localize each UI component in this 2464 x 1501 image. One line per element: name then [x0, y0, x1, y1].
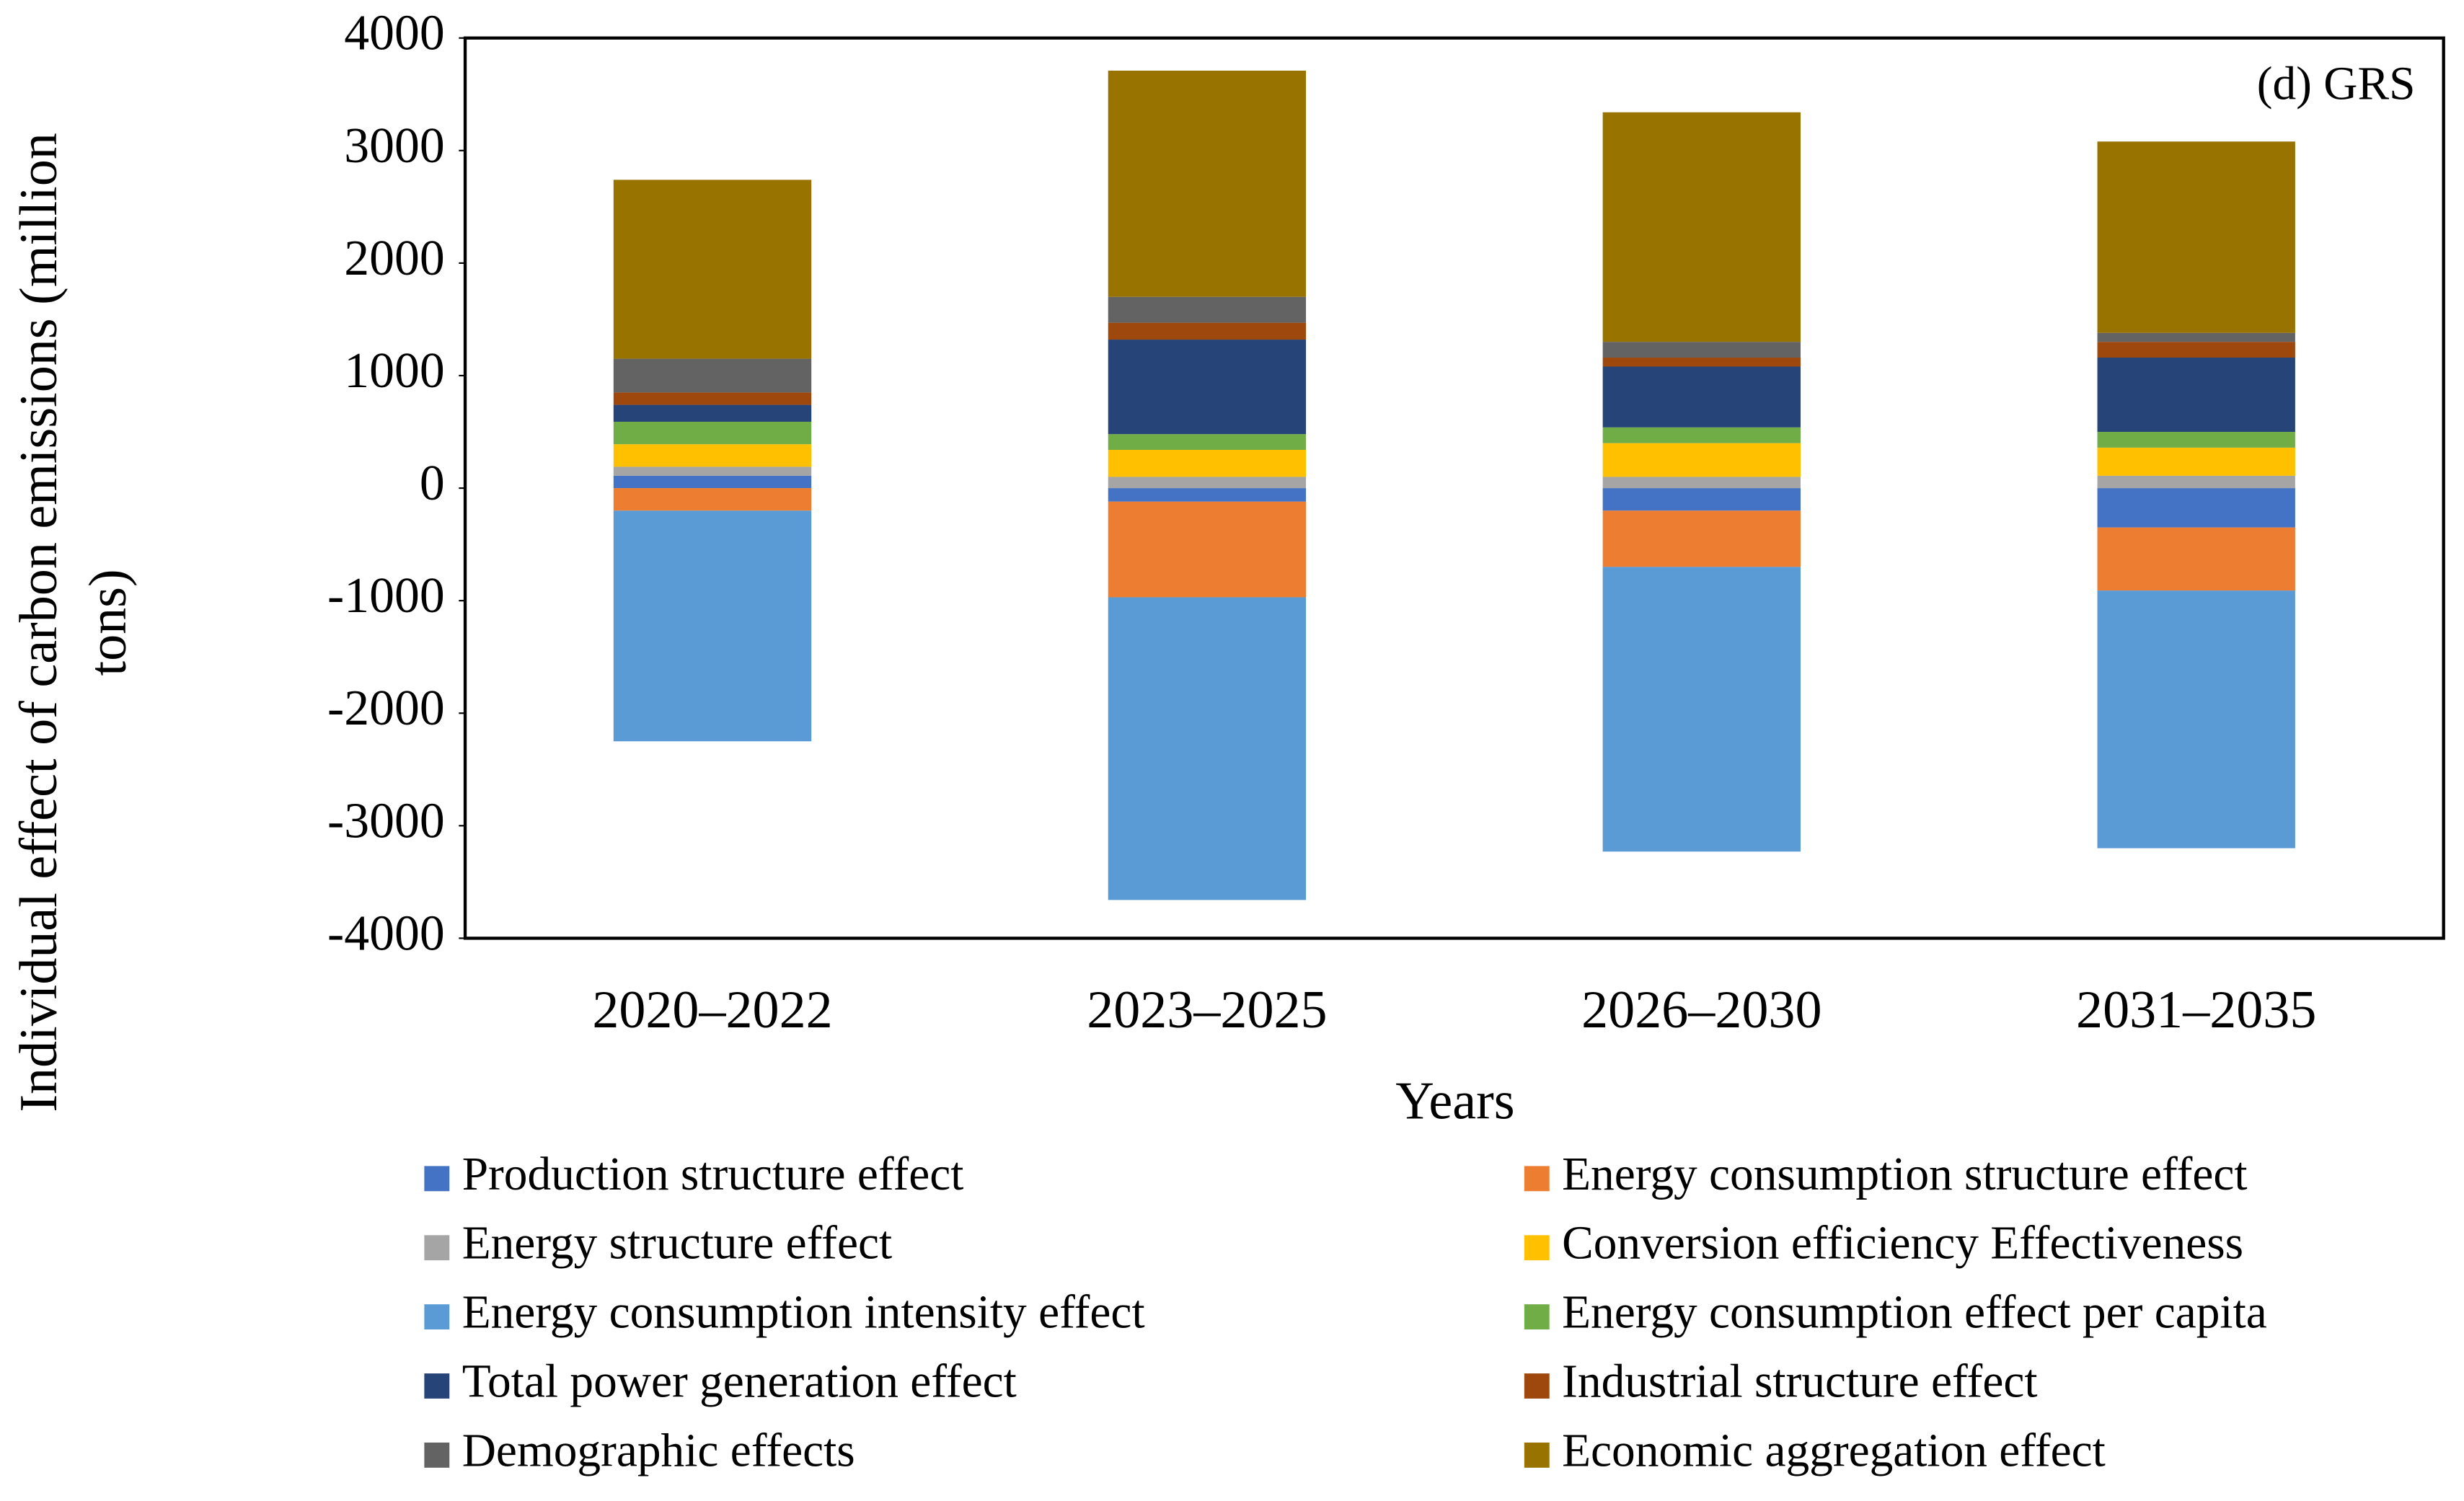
bar-segment: [1108, 501, 1307, 598]
bar-segment: [1602, 358, 1801, 367]
bar-segment: [2097, 527, 2295, 591]
bar-segment: [613, 444, 812, 467]
legend-swatch: [424, 1304, 450, 1330]
legend-swatch: [424, 1166, 450, 1192]
bar-segment: [2097, 590, 2295, 849]
y-tick-label: 4000: [344, 6, 444, 61]
legend-label: Energy structure effect: [462, 1218, 892, 1270]
legend-swatch: [1524, 1304, 1550, 1330]
bar-segment: [1602, 427, 1801, 443]
bar-segment: [1108, 296, 1307, 323]
bar-segment: [613, 392, 812, 405]
legend-label: Total power generation effect: [462, 1355, 1017, 1407]
x-tick-label: 2026–2030: [1581, 980, 1821, 1040]
bar-segment: [1108, 340, 1307, 435]
bar-segment: [613, 475, 812, 489]
bar-segment: [1108, 70, 1307, 297]
x-tick-label: 2031–2035: [2076, 980, 2316, 1040]
legend-swatch: [1524, 1235, 1550, 1261]
legend-label: Energy consumption structure effect: [1562, 1148, 2247, 1200]
legend-label: Economic aggregation effect: [1562, 1425, 2106, 1476]
legend-swatch: [424, 1235, 450, 1261]
legend-label: Energy consumption intensity effect: [462, 1287, 1145, 1339]
bar-segment: [1108, 488, 1307, 502]
x-tick-label: 2020–2022: [592, 980, 832, 1040]
y-tick-label: 0: [420, 456, 445, 511]
bar-segment: [1602, 567, 1801, 852]
bar-segment: [613, 510, 812, 742]
y-tick-label: 2000: [344, 231, 444, 286]
legend-swatch: [424, 1442, 450, 1468]
bar-segment: [1602, 342, 1801, 358]
legend-swatch: [1524, 1442, 1550, 1468]
annotation: (d) GRS: [2257, 58, 2416, 110]
bar-segment: [1602, 443, 1801, 477]
y-tick-label: 3000: [344, 118, 444, 174]
legend-swatch: [1524, 1373, 1550, 1399]
legend-label: Production structure effect: [462, 1148, 964, 1200]
bar-segment: [2097, 342, 2295, 358]
bar-segment: [1108, 450, 1307, 477]
legend-label: Energy consumption effect per capita: [1562, 1287, 2267, 1339]
bar-segment: [2097, 447, 2295, 476]
y-tick-label: 1000: [344, 343, 444, 399]
bar-segment: [613, 180, 812, 359]
bar-segment: [1602, 510, 1801, 567]
bar-segment: [613, 488, 812, 511]
y-tick-label: -3000: [327, 793, 445, 849]
bar-segment: [2097, 475, 2295, 489]
x-axis-label: Years: [1395, 1072, 1514, 1131]
bar-segment: [2097, 141, 2295, 333]
bar-segment: [1108, 434, 1307, 451]
bar-segment: [2097, 332, 2295, 342]
bar-segment: [1602, 477, 1801, 489]
bar-segment: [1108, 597, 1307, 900]
bar-segment: [613, 421, 812, 445]
bar-segment: [1602, 112, 1801, 342]
y-tick-label: -1000: [327, 568, 445, 624]
bar-segment: [1602, 366, 1801, 428]
bar-segment: [2097, 432, 2295, 448]
legend-label: Conversion efficiency Effectiveness: [1562, 1218, 2243, 1270]
bar-segment: [613, 358, 812, 393]
legend-label: Demographic effects: [462, 1425, 855, 1476]
legend-label: Industrial structure effect: [1562, 1355, 2037, 1407]
bar-segment: [613, 404, 812, 422]
bar-segment: [2097, 358, 2295, 433]
bar-segment: [1602, 488, 1801, 511]
bar-segment: [1108, 322, 1307, 340]
y-tick-label: -4000: [327, 906, 445, 961]
bar-segment: [2097, 488, 2295, 528]
x-tick-label: 2023–2025: [1087, 980, 1327, 1040]
legend-swatch: [1524, 1166, 1550, 1192]
bar-segment: [1108, 477, 1307, 489]
y-axis-label: Individual effect of carbon emissions (m…: [9, 133, 138, 1112]
bar-segment: [613, 466, 812, 476]
legend-swatch: [424, 1373, 450, 1399]
y-tick-label: -2000: [327, 681, 445, 736]
